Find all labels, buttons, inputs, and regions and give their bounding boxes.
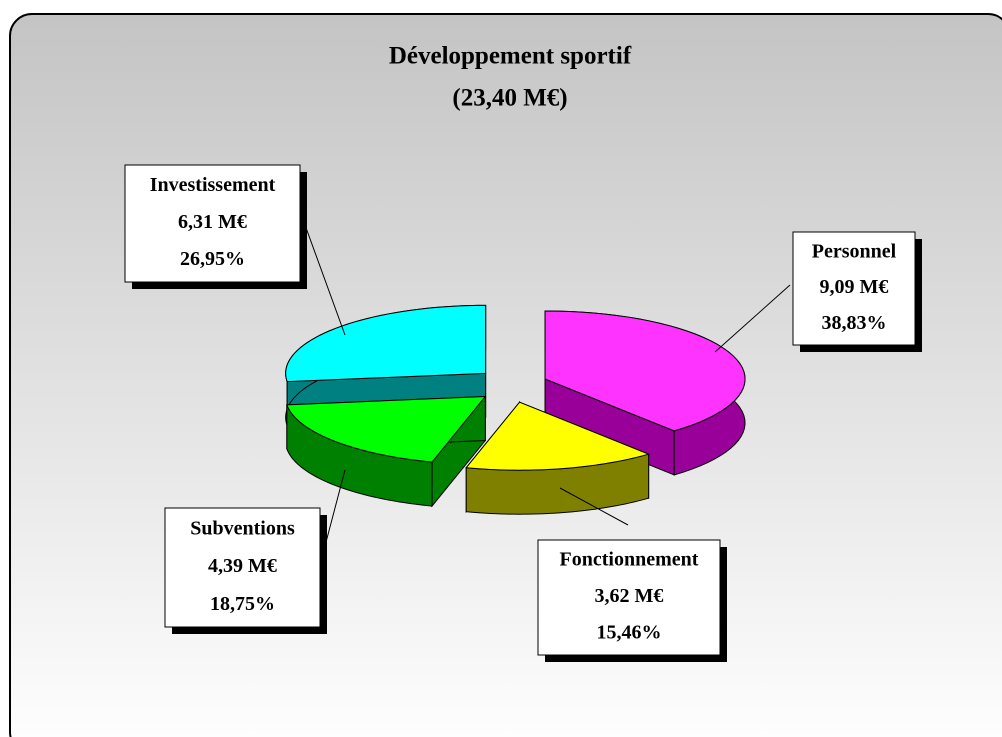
label-box bbox=[792, 231, 916, 346]
leader-line bbox=[559, 487, 629, 526]
labels: Personnel 9,09 M€ 38,83% Fonctionnement 3,62… bbox=[124, 164, 922, 662]
leader-line bbox=[304, 224, 346, 336]
category-label: Fonctionnement bbox=[560, 549, 699, 571]
category-label: Subventions bbox=[190, 517, 295, 539]
label-box bbox=[537, 539, 721, 656]
amount-label: 3,62 M€ bbox=[595, 585, 664, 607]
value-label: 38,83% bbox=[822, 312, 887, 334]
leader-line bbox=[714, 284, 791, 353]
amount-label: 9,09 M€ bbox=[820, 276, 889, 298]
category-label: Personnel bbox=[812, 240, 897, 262]
chart-subtitle: (23,40 M€) bbox=[452, 85, 567, 112]
label-box bbox=[164, 507, 321, 628]
amount-label: 4,39 M€ bbox=[208, 555, 277, 577]
chart-frame bbox=[9, 13, 1002, 737]
chart-title: Développement sportif bbox=[389, 43, 632, 70]
slice bbox=[285, 304, 487, 383]
pie bbox=[285, 304, 746, 515]
value-label: 15,46% bbox=[597, 622, 662, 644]
slice bbox=[286, 395, 487, 463]
value-label: 26,95% bbox=[180, 248, 245, 270]
label-box bbox=[124, 164, 301, 283]
slice bbox=[544, 310, 746, 432]
value-label: 18,75% bbox=[210, 593, 275, 615]
amount-label: 6,31 M€ bbox=[178, 211, 247, 233]
category-label: Investissement bbox=[150, 174, 276, 196]
slice bbox=[465, 401, 651, 471]
